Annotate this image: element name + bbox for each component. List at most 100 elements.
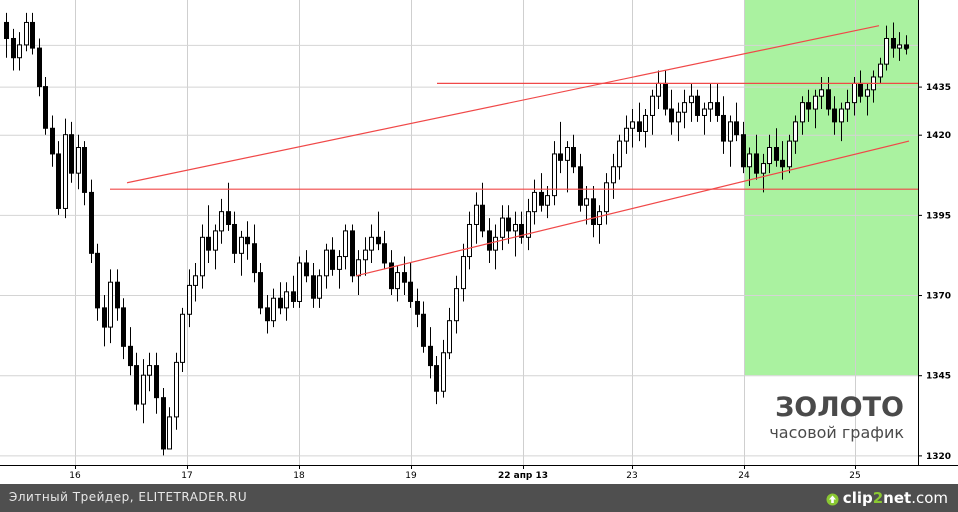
candle-body-down xyxy=(350,230,355,277)
candle-body-down xyxy=(741,134,746,168)
candle-body-up xyxy=(545,195,550,206)
candle xyxy=(115,269,120,321)
candle xyxy=(500,205,505,251)
candle-body-up xyxy=(337,256,342,270)
chart-title: ЗОЛОТО xyxy=(775,392,904,423)
candle xyxy=(24,12,29,52)
candle-body-down xyxy=(311,275,316,299)
clip2net-logo[interactable]: clip 2 net .com xyxy=(826,489,948,507)
candle xyxy=(11,28,16,71)
candle-body-up xyxy=(356,259,361,277)
candle-body-up xyxy=(597,211,602,225)
candle-body-up xyxy=(17,44,22,59)
candle xyxy=(245,221,250,260)
candle xyxy=(702,102,707,135)
candle-body-up xyxy=(461,256,466,290)
candle-body-down xyxy=(102,307,107,328)
candle-body-down xyxy=(832,108,837,123)
candle-body-down xyxy=(134,365,139,405)
candle xyxy=(767,134,772,174)
candle xyxy=(806,89,811,122)
candle xyxy=(682,89,687,129)
candle-body-up xyxy=(239,236,244,254)
candle-body-down xyxy=(578,166,583,206)
candle xyxy=(311,262,316,308)
candle xyxy=(363,237,368,276)
x-tick-label: 19 xyxy=(405,471,417,481)
candle-body-down xyxy=(721,114,726,142)
logo-text-two: 2 xyxy=(872,489,884,507)
candle-body-down xyxy=(128,345,133,367)
candle-body-up xyxy=(213,230,218,251)
candle xyxy=(689,83,694,122)
candle xyxy=(728,115,733,167)
candle xyxy=(467,211,472,270)
candle-body-up xyxy=(643,114,648,132)
candle-body-up xyxy=(532,191,537,213)
candle xyxy=(30,12,35,55)
candle xyxy=(571,134,576,174)
candle xyxy=(330,237,335,276)
y-tick-label: 1345 xyxy=(926,372,951,382)
candle xyxy=(565,141,570,193)
candle-body-down xyxy=(56,153,61,209)
candle xyxy=(284,282,289,321)
candle xyxy=(134,352,139,411)
candle xyxy=(304,250,309,283)
candle xyxy=(800,96,805,135)
candle xyxy=(69,121,74,183)
footer-source-text: Элитный Трейдер, ELITETRADER.RU xyxy=(9,490,248,504)
candle-body-down xyxy=(519,223,524,238)
candle-body-down xyxy=(43,86,48,129)
candle-body-down xyxy=(37,47,42,88)
candle-body-up xyxy=(813,95,818,110)
candle xyxy=(480,182,485,238)
candle-body-down xyxy=(4,21,9,39)
candle xyxy=(715,83,720,122)
candle-body-up xyxy=(297,262,302,302)
candle xyxy=(519,211,524,244)
candle xyxy=(897,32,902,61)
candle-body-up xyxy=(552,153,557,197)
x-tick-label: 22 апр 13 xyxy=(498,471,548,481)
candle-body-down xyxy=(232,223,237,254)
candle-body-down xyxy=(161,397,166,450)
candle-body-up xyxy=(180,313,185,363)
candle-body-down xyxy=(663,82,668,110)
candle-body-down xyxy=(206,236,211,251)
candle-body-down xyxy=(591,198,596,225)
candle xyxy=(226,182,231,231)
candle xyxy=(50,115,55,167)
candle xyxy=(395,266,400,302)
candle-body-up xyxy=(76,147,81,174)
candle xyxy=(787,134,792,174)
y-tick-label: 1395 xyxy=(926,211,951,221)
x-tick-label: 18 xyxy=(293,471,305,481)
candle-body-up xyxy=(624,127,629,142)
candle xyxy=(265,295,270,334)
candle xyxy=(461,243,466,302)
candle-body-down xyxy=(571,147,576,168)
candle-body-down xyxy=(669,108,674,123)
candle xyxy=(734,102,739,142)
candle xyxy=(76,134,81,190)
candle-body-up xyxy=(689,95,694,104)
candle-body-up xyxy=(767,147,772,165)
candle-body-up xyxy=(454,288,459,322)
candle-body-up xyxy=(141,374,146,405)
candle-body-down xyxy=(506,217,511,232)
highlight-region xyxy=(744,0,918,376)
candle xyxy=(141,359,146,424)
candle xyxy=(187,269,192,328)
candle xyxy=(839,102,844,142)
candle-body-down xyxy=(389,262,394,290)
candle xyxy=(121,298,126,360)
candle xyxy=(813,89,818,129)
candle-body-down xyxy=(89,191,94,254)
candle-body-down xyxy=(558,153,563,161)
candle-body-up xyxy=(63,134,68,209)
candle-body-up xyxy=(219,211,224,232)
candle xyxy=(650,89,655,135)
candle xyxy=(832,96,837,135)
candle xyxy=(56,141,61,215)
